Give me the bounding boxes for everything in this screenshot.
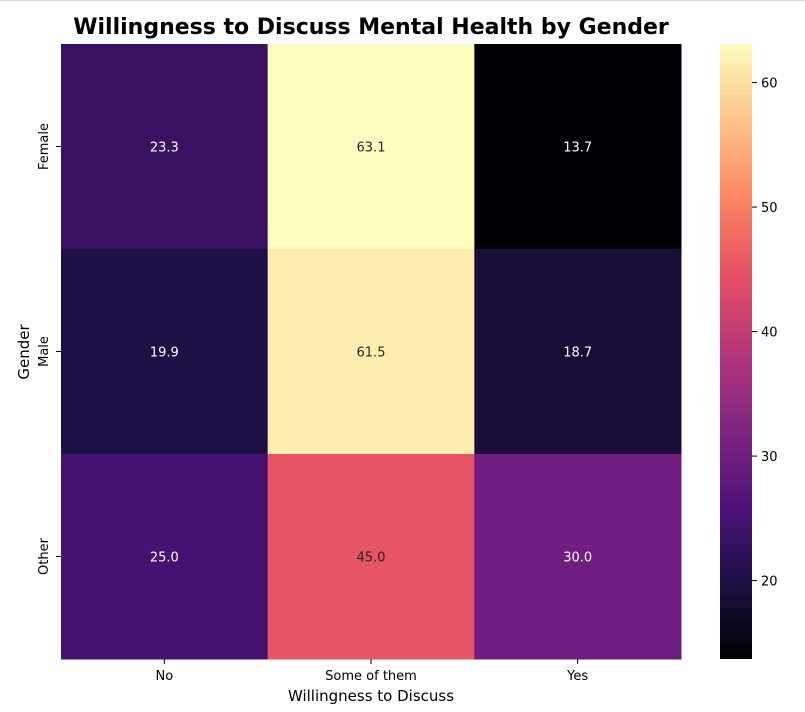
cell-value-label: 13.7 <box>563 141 592 156</box>
colorbar-tick-label: 30 <box>761 450 778 465</box>
colorbar-ticks: 20 30 40 50 60 <box>752 77 778 590</box>
heatmap-cell <box>267 249 475 455</box>
x-tick-label: No <box>155 669 173 684</box>
colorbar-tick-label: 50 <box>761 201 778 216</box>
heatmap-cell <box>267 44 475 250</box>
cell-value-label: 45.0 <box>357 551 386 566</box>
cell-value-label: 30.0 <box>563 551 592 566</box>
x-tick-label: Yes <box>566 669 588 684</box>
cell-value-label: 19.9 <box>150 346 179 361</box>
heatmap-cells <box>61 44 682 660</box>
top-divider <box>0 0 805 1</box>
heatmap-cell <box>474 249 682 455</box>
y-tick-label: Male <box>37 336 52 367</box>
colorbar-tick-label: 20 <box>761 575 778 590</box>
x-axis-label: Willingness to Discuss <box>288 687 454 705</box>
cell-value-label: 23.3 <box>150 141 179 156</box>
colorbar-tick-label: 40 <box>761 326 778 341</box>
cell-value-label: 18.7 <box>563 346 592 361</box>
heatmap-cell <box>474 44 682 250</box>
heatmap-cell-labels: 23.3 63.1 13.7 19.9 61.5 18.7 25.0 45.0 30.0 <box>150 141 592 566</box>
y-tick-label: Other <box>37 537 52 575</box>
y-tick-label: Female <box>37 123 52 170</box>
cell-value-label: 61.5 <box>357 346 386 361</box>
chart-title: Willingness to Discuss Mental Health by … <box>73 15 669 40</box>
cell-value-label: 63.1 <box>357 141 386 156</box>
heatmap-cell <box>61 454 269 660</box>
heatmap-cell <box>61 44 269 250</box>
heatmap-cell <box>474 454 682 660</box>
cell-value-label: 25.0 <box>150 551 179 566</box>
colorbar <box>720 44 752 659</box>
heatmap-cell <box>267 454 475 660</box>
colorbar-tick-label: 60 <box>761 77 778 92</box>
y-axis-label: Gender <box>15 324 33 380</box>
x-axis-ticks: No Some of them Yes <box>155 659 588 684</box>
x-tick-label: Some of them <box>325 669 417 684</box>
y-axis-ticks: Female Male Other <box>37 123 61 575</box>
heatmap-cell <box>61 249 269 455</box>
